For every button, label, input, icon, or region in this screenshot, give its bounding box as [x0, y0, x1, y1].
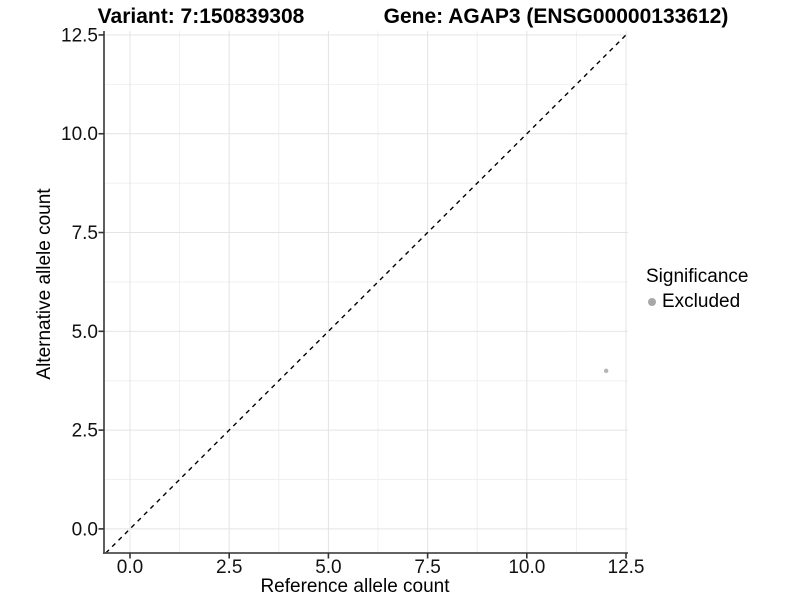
legend-point-icon — [648, 298, 656, 306]
plot-title-gene: Gene: AGAP3 (ENSG00000133612) — [383, 5, 729, 28]
svg-text:10.0: 10.0 — [508, 557, 545, 578]
legend-title: Significance — [646, 266, 749, 287]
svg-text:2.5: 2.5 — [72, 421, 98, 442]
legend: Significance Excluded — [646, 266, 748, 313]
svg-text:12.5: 12.5 — [608, 557, 645, 578]
svg-text:10.0: 10.0 — [61, 124, 98, 145]
svg-text:7.5: 7.5 — [72, 223, 98, 244]
svg-text:0.0: 0.0 — [117, 557, 143, 578]
svg-text:0.0: 0.0 — [72, 519, 98, 540]
svg-text:12.5: 12.5 — [61, 25, 98, 46]
legend-entry-excluded: Excluded — [646, 291, 748, 313]
svg-text:5.0: 5.0 — [72, 322, 98, 343]
plot-title-variant: Variant: 7:150839308 — [97, 5, 305, 28]
legend-entry-label: Excluded — [662, 291, 741, 312]
svg-text:7.5: 7.5 — [414, 557, 440, 578]
y-axis-title: Alternative allele count — [34, 188, 55, 380]
svg-text:2.5: 2.5 — [216, 557, 242, 578]
svg-text:5.0: 5.0 — [315, 557, 341, 578]
x-axis-title: Reference allele count — [260, 576, 450, 597]
